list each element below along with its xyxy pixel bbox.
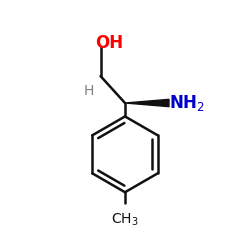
Polygon shape	[125, 99, 169, 107]
Text: OH: OH	[95, 34, 123, 52]
Text: NH$_2$: NH$_2$	[170, 93, 205, 113]
Text: CH$_3$: CH$_3$	[111, 212, 139, 228]
Text: H: H	[84, 84, 94, 98]
